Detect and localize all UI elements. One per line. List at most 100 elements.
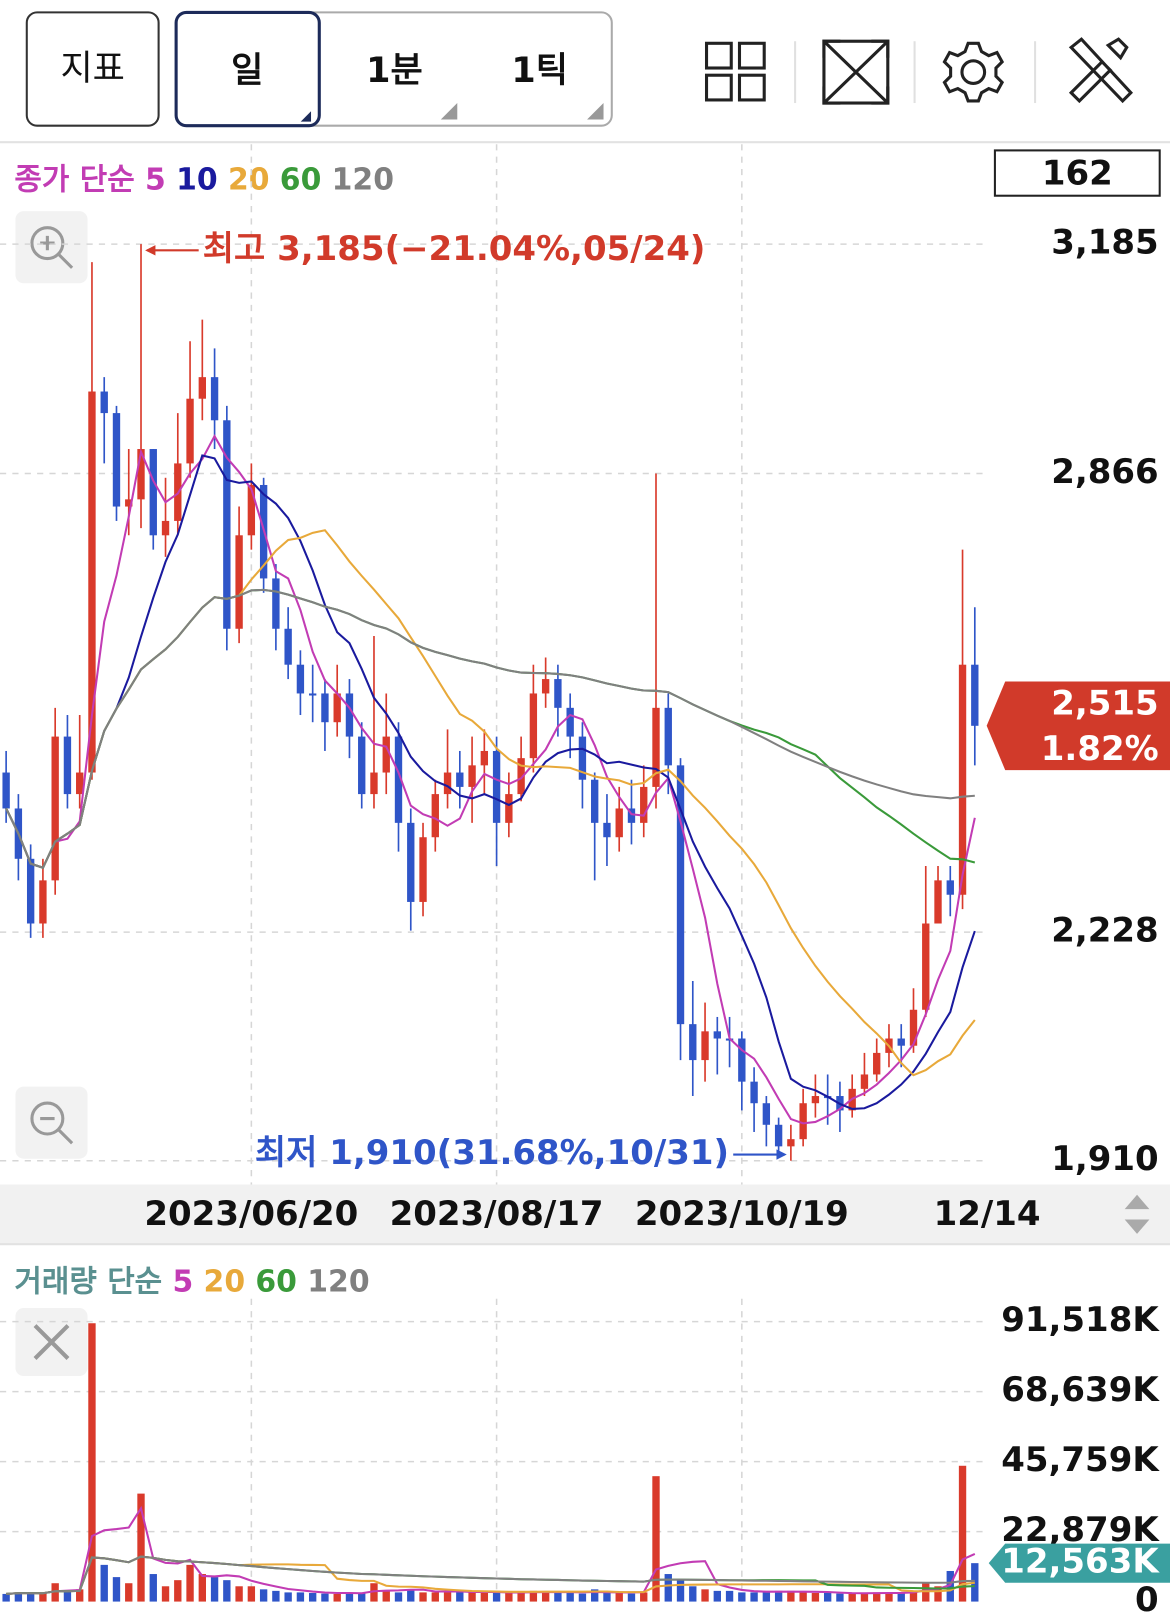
candle-body [210, 377, 219, 421]
moving-average [5, 588, 975, 870]
candle-body [946, 880, 954, 895]
volume-bar [480, 1592, 489, 1602]
candle-body [701, 1031, 709, 1061]
volume-bar [689, 1586, 697, 1602]
dropdown-corner [587, 103, 604, 120]
layout-icon[interactable] [704, 41, 766, 102]
volume-bar [112, 1577, 121, 1602]
candle-body [517, 758, 525, 795]
moving-average [5, 588, 976, 870]
volume-bar [529, 1590, 538, 1602]
period-day-frame [174, 10, 321, 128]
candle-body [640, 786, 648, 823]
icon-part [704, 73, 733, 102]
annotation-arrowhead [776, 1149, 787, 1160]
zoom-in[interactable] [15, 211, 88, 284]
volume-bar [456, 1591, 464, 1602]
candle-body [223, 420, 231, 629]
indicator-button[interactable]: 지표 [25, 11, 160, 127]
period-minute-label: 1분 [366, 51, 423, 91]
candle-body [480, 750, 489, 766]
candle-body [799, 1103, 807, 1140]
legend-period: 60 [280, 162, 322, 197]
volume-bar [946, 1570, 954, 1602]
volume-bar [149, 1574, 157, 1602]
volume-bar [210, 1577, 219, 1602]
candle-body [272, 578, 280, 629]
volume-bar [39, 1593, 47, 1602]
legend-period: 10 [176, 162, 218, 197]
candle-body [909, 1009, 918, 1046]
change-label: 1.82% [1041, 729, 1159, 769]
settings-icon[interactable] [942, 41, 1005, 103]
volume-bar [296, 1592, 305, 1602]
moving-average [5, 454, 976, 1111]
axis-toggle[interactable] [1124, 1194, 1150, 1234]
volume-bar [321, 1593, 329, 1602]
volume-bar [774, 1590, 783, 1602]
candle-body [370, 772, 378, 795]
icon-part [30, 1101, 65, 1136]
dropdown-corner [440, 103, 458, 120]
volume-bar [100, 1564, 108, 1602]
volume-bar [431, 1592, 439, 1602]
volume-bar [247, 1586, 256, 1602]
icon-part [737, 41, 766, 70]
zoom-in-frame [15, 211, 88, 284]
candle-body [664, 707, 672, 766]
volume-bar [762, 1591, 771, 1602]
candle-body [235, 535, 243, 629]
volume-bar [63, 1590, 72, 1602]
volume-bar [174, 1580, 182, 1602]
legend-period: 20 [228, 162, 270, 197]
candle-body [591, 779, 599, 823]
legend-period: 5 [172, 1264, 193, 1299]
fullscreen-icon[interactable] [822, 39, 890, 105]
volume-bar [198, 1574, 206, 1602]
candle-body [615, 808, 623, 838]
volume-bar [76, 1589, 84, 1602]
volume-bar [358, 1593, 366, 1602]
candle-body [787, 1139, 795, 1147]
candle-body [750, 1081, 758, 1104]
candle-body [774, 1124, 783, 1147]
volume-bar [591, 1589, 599, 1602]
period-tick[interactable]: 1틱 [511, 51, 604, 120]
y-tick-label: 91,518K [1001, 1300, 1160, 1340]
volume-bar [566, 1593, 574, 1602]
candle-body [39, 880, 47, 924]
candle-body [738, 1038, 746, 1082]
icon-part [822, 39, 890, 105]
icon-part [737, 73, 766, 102]
tools-icon[interactable] [1068, 37, 1134, 104]
low-annotation: 최저 1,910(31.68%,10/31) [255, 1133, 729, 1173]
volume-bars [2, 1323, 979, 1602]
high-annotation: 최고 3,185(−21.04%,05/24) [203, 229, 706, 269]
candle-body [100, 391, 108, 414]
x-tick-label: 12/14 [934, 1194, 1041, 1234]
zoom-out-frame [15, 1086, 88, 1159]
volume-bar [897, 1593, 905, 1602]
icon-part [1124, 1194, 1150, 1210]
candle-body [713, 1031, 721, 1039]
volume-bar [517, 1592, 525, 1602]
volume-bar [627, 1593, 636, 1602]
zoom-out[interactable] [15, 1086, 88, 1159]
period-minute[interactable]: 1분 [366, 51, 458, 120]
volume-bar [725, 1590, 734, 1602]
volume-bar [909, 1590, 918, 1602]
candle-body [860, 1074, 869, 1089]
last-price-label: 2,515 [1051, 684, 1158, 724]
close-volume[interactable] [15, 1308, 88, 1377]
volume-bar [333, 1593, 341, 1602]
volume-bar [272, 1590, 280, 1602]
volume-bar [161, 1586, 170, 1602]
volume-moving-average [6, 1555, 975, 1595]
volume-bar [787, 1590, 795, 1602]
count-box-label: 162 [1042, 154, 1113, 194]
legend-period: 60 [255, 1264, 297, 1299]
candle-body [676, 765, 685, 1025]
period-day[interactable]: 일 [174, 10, 321, 128]
